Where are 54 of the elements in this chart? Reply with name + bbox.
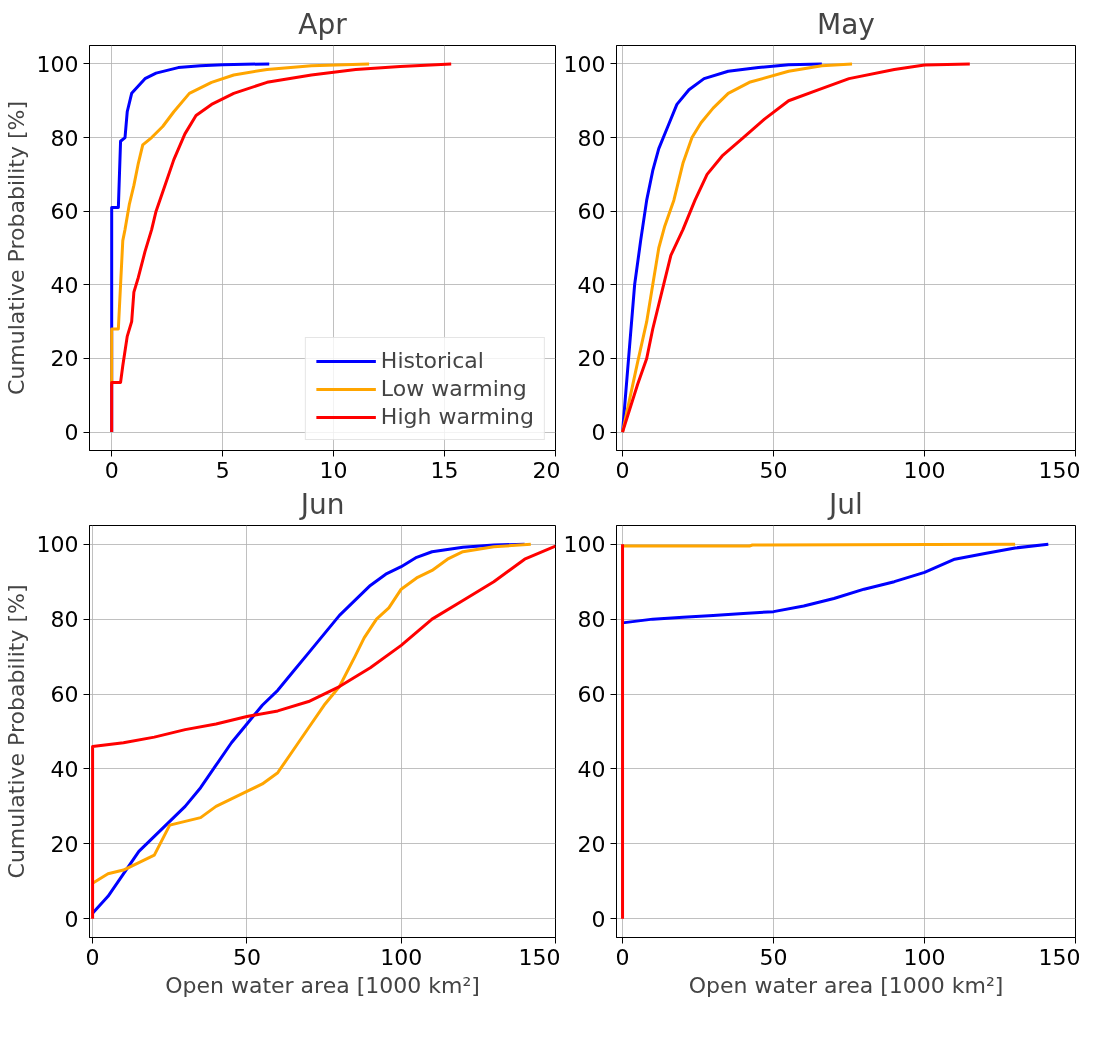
line-series xyxy=(621,542,1050,625)
chart-title: Apr xyxy=(298,7,348,41)
y-tick-label: 60 xyxy=(577,199,606,225)
y-tick-label: 20 xyxy=(577,346,606,372)
y-tick-label: 0 xyxy=(64,906,79,932)
x-tick-label: 0 xyxy=(85,944,100,970)
y-tick-label: 60 xyxy=(50,682,79,708)
x-tick-label: 20 xyxy=(532,457,561,483)
chart-title: May xyxy=(817,7,875,41)
y-tick-label: 80 xyxy=(50,125,79,151)
x-axis-title: Open water area [1000 km²] xyxy=(165,972,480,998)
x-axis-title: Open water area [1000 km²] xyxy=(688,972,1004,998)
line-series xyxy=(621,62,972,434)
x-tick-label: 100 xyxy=(903,944,946,970)
legend-label: Low warming xyxy=(380,376,527,401)
x-tick-label: 5 xyxy=(215,457,230,483)
x-tick-label: 0 xyxy=(615,944,630,970)
y-tick-label: 60 xyxy=(577,682,606,708)
y-tick-label: 40 xyxy=(577,272,606,298)
x-tick-label: 50 xyxy=(759,457,788,483)
x-tick-label: 0 xyxy=(104,457,119,483)
y-tick-label: 0 xyxy=(591,906,606,932)
legend-label: Historical xyxy=(380,348,484,373)
y-tick-label: 40 xyxy=(50,756,79,782)
y-tick-label: 60 xyxy=(50,199,79,225)
chart-title: Jun xyxy=(298,487,345,521)
x-tick-label: 150 xyxy=(1038,944,1081,970)
legend-label: High warming xyxy=(380,404,534,429)
x-tick-label: 100 xyxy=(380,944,423,970)
y-tick-label: 0 xyxy=(64,420,79,446)
y-axis-title: Cumulative Probability [%] xyxy=(3,101,29,395)
y-tick-label: 100 xyxy=(36,51,79,77)
y-tick-label: 40 xyxy=(577,756,606,782)
y-tick-label: 80 xyxy=(50,607,79,633)
x-tick-label: 15 xyxy=(430,457,459,483)
y-tick-label: 80 xyxy=(577,607,606,633)
y-tick-label: 100 xyxy=(563,532,606,558)
y-axis-title: Cumulative Probability [%] xyxy=(3,584,29,879)
x-tick-label: 10 xyxy=(319,457,348,483)
x-tick-label: 50 xyxy=(232,944,261,970)
y-tick-label: 100 xyxy=(563,51,606,77)
x-tick-label: 100 xyxy=(903,457,946,483)
y-tick-label: 20 xyxy=(577,831,606,857)
y-tick-label: 40 xyxy=(50,272,79,298)
y-tick-label: 20 xyxy=(50,346,79,372)
y-tick-label: 80 xyxy=(577,125,606,151)
x-tick-label: 50 xyxy=(759,944,788,970)
x-tick-label: 0 xyxy=(615,457,630,483)
y-tick-label: 20 xyxy=(50,831,79,857)
y-tick-label: 0 xyxy=(591,420,606,446)
x-tick-label: 150 xyxy=(518,944,561,970)
x-tick-label: 150 xyxy=(1038,457,1081,483)
chart-title: Jul xyxy=(827,487,863,521)
y-tick-label: 100 xyxy=(36,532,79,558)
